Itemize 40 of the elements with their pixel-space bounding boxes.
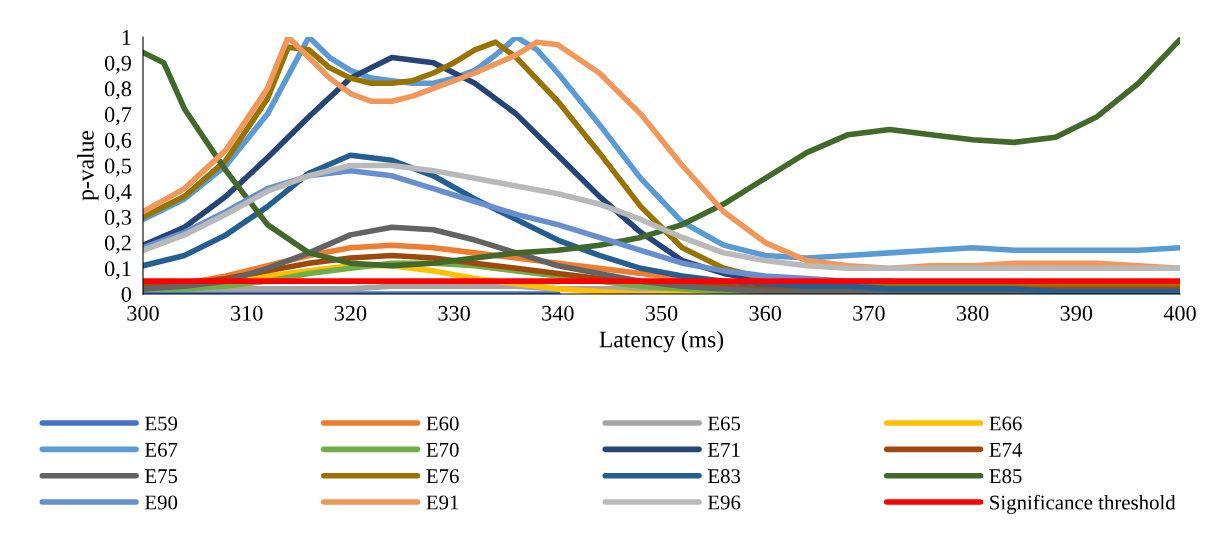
y-tick-label: 0,4 <box>104 184 132 203</box>
legend-label: E96 <box>707 495 741 510</box>
legend-label: E74 <box>989 442 1023 457</box>
legend-label: E60 <box>426 416 459 431</box>
legend-label: E70 <box>426 442 459 457</box>
legend-label: E76 <box>426 469 459 484</box>
x-tick-label: 380 <box>957 305 989 321</box>
y-tick-label: 0,8 <box>104 81 132 100</box>
x-axis-title: Latency (ms) <box>599 330 724 353</box>
legend-label: E59 <box>144 416 178 431</box>
x-tick-label: 320 <box>334 305 367 321</box>
legend-label: E75 <box>144 469 178 484</box>
x-tick-label: 340 <box>542 305 574 321</box>
y-axis-title: p-value <box>77 130 99 201</box>
y-tick-label: 0,3 <box>104 209 132 229</box>
y-tick-label: 0,5 <box>104 158 132 177</box>
legend-label: E71 <box>707 442 740 457</box>
legend-label: E85 <box>989 469 1022 484</box>
y-tick-label: 1 <box>122 30 131 45</box>
x-tick-label: 350 <box>645 305 678 321</box>
y-tick-label: 0,7 <box>104 107 132 126</box>
x-tick-label: 400 <box>1163 305 1196 321</box>
legend-label: Significance threshold <box>990 494 1176 514</box>
y-tick-label: 0 <box>121 286 132 302</box>
x-tick-label: 370 <box>853 305 885 321</box>
y-tick-label: 0,2 <box>104 235 131 254</box>
legend-label: E67 <box>144 442 178 457</box>
x-tick-label: 360 <box>749 305 782 321</box>
y-tick-label: 0,6 <box>104 132 132 151</box>
x-tick-label: 300 <box>127 305 159 321</box>
legend-label: E83 <box>707 469 741 484</box>
y-tick-label: 0,9 <box>104 55 131 74</box>
y-tick-label: 0,1 <box>104 261 131 280</box>
x-tick-label: 390 <box>1060 305 1093 321</box>
legend-label: E65 <box>707 416 741 431</box>
legend-label: E90 <box>144 495 178 510</box>
legend-label: E66 <box>989 416 1022 431</box>
x-tick-label: 310 <box>231 305 263 321</box>
x-tick-label: 330 <box>438 305 470 321</box>
legend-label: E91 <box>426 495 459 510</box>
